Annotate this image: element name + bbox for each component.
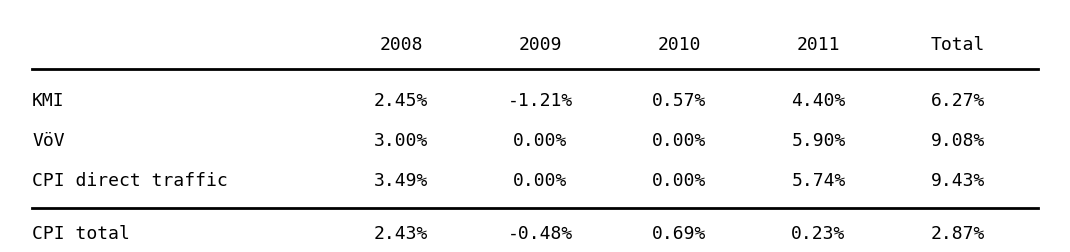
Text: 9.43%: 9.43% [931,172,984,191]
Text: 3.49%: 3.49% [374,172,428,191]
Text: 2008: 2008 [380,36,423,54]
Text: 0.00%: 0.00% [514,132,567,150]
Text: 9.08%: 9.08% [931,132,984,150]
Text: 0.00%: 0.00% [653,172,706,191]
Text: 2009: 2009 [519,36,562,54]
Text: -0.48%: -0.48% [508,225,572,243]
Text: VöV: VöV [32,132,64,150]
Text: 0.23%: 0.23% [792,225,845,243]
Text: 0.57%: 0.57% [653,92,706,110]
Text: 2.87%: 2.87% [931,225,984,243]
Text: 0.00%: 0.00% [514,172,567,191]
Text: 3.00%: 3.00% [374,132,428,150]
Text: 0.69%: 0.69% [653,225,706,243]
Text: 2011: 2011 [797,36,840,54]
Text: KMI: KMI [32,92,64,110]
Text: CPI total: CPI total [32,225,129,243]
Text: 2.45%: 2.45% [374,92,428,110]
Text: 4.40%: 4.40% [792,92,845,110]
Text: -1.21%: -1.21% [508,92,572,110]
Text: 5.90%: 5.90% [792,132,845,150]
Text: 6.27%: 6.27% [931,92,984,110]
Text: 0.00%: 0.00% [653,132,706,150]
Text: 2.43%: 2.43% [374,225,428,243]
Text: 2010: 2010 [658,36,701,54]
Text: CPI direct traffic: CPI direct traffic [32,172,228,191]
Text: 5.74%: 5.74% [792,172,845,191]
Text: Total: Total [931,36,984,54]
